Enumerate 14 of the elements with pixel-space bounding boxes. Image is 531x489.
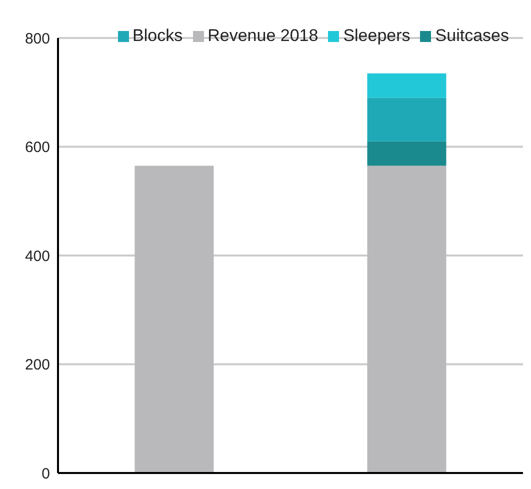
- legend-label: Blocks: [132, 26, 183, 45]
- bar: [367, 141, 446, 166]
- bar: [367, 73, 446, 98]
- y-tick-label: 600: [24, 139, 50, 156]
- y-tick-label: 400: [24, 248, 50, 265]
- bar: [134, 166, 214, 473]
- y-tick-label: 200: [24, 356, 50, 374]
- legend-label: Suitcases: [435, 26, 509, 45]
- y-tick-label: 0: [42, 465, 50, 482]
- legend-label: Sleepers: [343, 26, 410, 45]
- bar: [367, 98, 446, 142]
- legend-label: Revenue 2018: [208, 26, 318, 45]
- y-tick-label: 800: [24, 30, 50, 48]
- bar: [367, 166, 446, 473]
